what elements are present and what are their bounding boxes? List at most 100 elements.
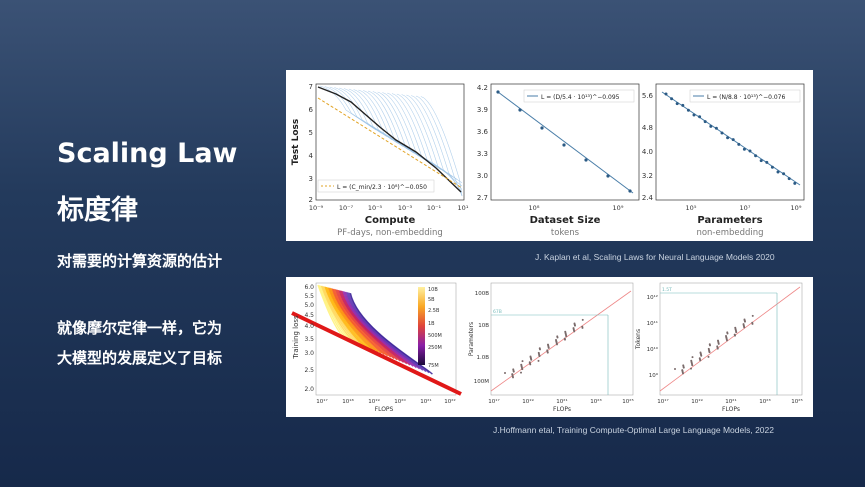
k3-xtick: 10⁵ <box>686 204 697 212</box>
data-point <box>787 177 791 181</box>
learning-curve <box>353 89 414 154</box>
scatter-point <box>743 326 746 329</box>
h3-xtick: 10¹⁹ <box>691 398 702 405</box>
h3-xtick: 10²³ <box>759 398 770 405</box>
k1-xtick: 10¹ <box>458 204 469 212</box>
k1-xsub: PF-days, non-embedding <box>337 228 443 238</box>
h2-ytick: 100M <box>474 379 489 385</box>
h3-ytick: 10¹² <box>647 294 658 301</box>
training-loss-plot: Training loss 6.0 5.5 5.0 4.5 4.0 3.5 3.… <box>291 282 462 413</box>
k3-xlabel: Parameters <box>697 215 762 226</box>
loss-curve <box>330 288 382 354</box>
scatter-point <box>537 359 540 362</box>
loss-curve <box>328 287 376 352</box>
data-point <box>793 181 797 185</box>
scatter-point <box>751 314 754 317</box>
k2-xsub: tokens <box>551 228 580 238</box>
k1-xtick: 10⁻⁹ <box>309 204 324 212</box>
scatter-point <box>564 338 566 341</box>
h1-xtick: 10²⁰ <box>394 398 406 405</box>
scatter-point <box>521 368 524 371</box>
data-point <box>776 170 780 174</box>
scatter-point <box>726 332 729 335</box>
learning-curve <box>411 95 463 193</box>
h1-ylabel: Training loss <box>292 315 300 360</box>
learning-curve <box>401 94 463 187</box>
tokens-vs-flops-plot: 1.5T Tokens 10¹² 10¹¹ 10¹⁰ 10⁹ 10¹⁷ 10¹⁹… <box>635 282 803 413</box>
data-point <box>748 149 752 153</box>
h2-ytick: 1.0B <box>476 355 489 361</box>
loss-curve <box>329 287 379 353</box>
scatter-point <box>556 336 559 339</box>
k2-xtick: 10⁸ <box>529 204 540 212</box>
scatter-point <box>556 343 558 346</box>
scatter-point <box>700 354 703 357</box>
scatter-point <box>581 326 584 329</box>
data-point <box>675 102 679 106</box>
scatter-point <box>716 347 719 350</box>
data-point <box>726 136 730 140</box>
h3-ytick: 10⁹ <box>649 372 658 379</box>
h1-ytick: 2.5 <box>304 367 314 374</box>
k2-ytick: 3.0 <box>477 172 488 180</box>
scatter-point <box>691 356 694 359</box>
data-point <box>698 115 702 119</box>
loss-curve <box>338 290 405 363</box>
h1-xlabel: FLOPS <box>375 406 394 413</box>
k1-legend: L = (C_min/2.3 · 10⁸)^−0.050 <box>337 184 427 191</box>
h1-xtick: 10¹⁸ <box>342 398 354 405</box>
scatter-point <box>529 363 532 366</box>
k3-ytick: 3.2 <box>642 172 653 180</box>
learning-curve <box>343 88 404 147</box>
scatter-point <box>530 358 533 361</box>
k1-xtick: 10⁻³ <box>398 204 413 212</box>
h3-ytick: 10¹⁰ <box>647 346 659 353</box>
scatter-point <box>546 351 549 354</box>
k1-ytick: 4 <box>309 152 314 160</box>
k1-xtick: 10⁻⁷ <box>339 204 354 212</box>
k3-legend: L = (N/8.8 · 10¹³)^−0.076 <box>707 94 785 101</box>
scatter-point <box>565 335 568 338</box>
k2-xlabel: Dataset Size <box>530 215 601 226</box>
k3-xsub: non-embedding <box>696 228 763 238</box>
scatter-point <box>735 331 738 334</box>
h2-xtick: 10²⁵ <box>622 398 633 405</box>
h2-xtick: 10¹⁹ <box>522 398 533 405</box>
loss-curve <box>326 287 373 350</box>
h1-ytick: 6.0 <box>304 284 314 291</box>
loss-curve <box>324 286 366 348</box>
scatter-point <box>512 376 514 379</box>
data-point <box>720 131 724 135</box>
h1-xtick: 10¹⁹ <box>368 398 379 405</box>
slide-text-compute: 对需要的计算资源的估计 <box>57 252 223 270</box>
scatter-point <box>574 324 576 327</box>
k1-xlabel: Compute <box>365 215 416 226</box>
h2-xtick: 10²¹ <box>556 398 567 405</box>
scatter-point <box>717 342 720 345</box>
h1-ytick: 4.0 <box>304 323 314 330</box>
h3-ylabel: Tokens <box>635 329 642 350</box>
loss-curve <box>343 291 417 369</box>
h1-ytick: 4.5 <box>304 312 314 319</box>
learning-curve <box>420 96 463 197</box>
parameters-plot: 5.6 4.8 4.0 3.2 2.4 10⁵ 10⁷ 10⁹ L = (N/8… <box>642 83 805 238</box>
scatter-point <box>573 330 576 333</box>
h2-ytick: 100B <box>475 291 489 297</box>
scatter-point <box>744 320 746 323</box>
k1-ytick: 3 <box>309 175 313 183</box>
data-point <box>754 154 758 158</box>
loss-curve <box>323 286 363 347</box>
loss-curve <box>331 288 385 356</box>
h1-ytick: 2.0 <box>304 386 314 393</box>
loss-curve <box>349 292 433 375</box>
slide-subtitle: 标度律 <box>57 195 138 226</box>
colorbar-label: 1B <box>428 321 435 327</box>
slide-text-goal: 大模型的发展定义了目标 <box>57 349 223 367</box>
scatter-point <box>682 372 684 375</box>
k2-ytick: 3.3 <box>477 150 488 158</box>
h1-xtick: 10²¹ <box>420 398 431 405</box>
h2-xlabel: FLOPs <box>553 406 571 413</box>
hoffmann-plots: Training loss 6.0 5.5 5.0 4.5 4.0 3.5 3.… <box>291 282 803 413</box>
colorbar-label: 75M <box>428 363 439 369</box>
learning-curve <box>396 93 463 184</box>
